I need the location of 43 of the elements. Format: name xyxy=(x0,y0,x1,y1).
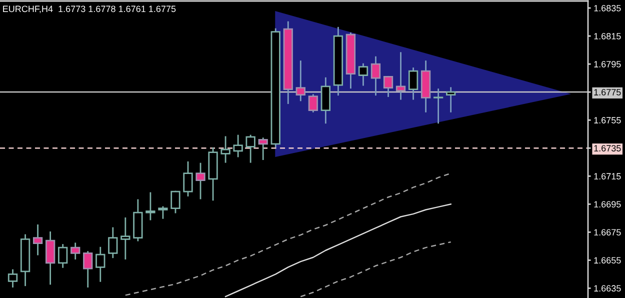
candlestick xyxy=(396,52,406,100)
y-tick-label: 1.6635 xyxy=(594,285,621,292)
candlestick xyxy=(45,231,56,285)
candlestick xyxy=(108,227,118,258)
line-series xyxy=(224,204,452,298)
candlestick xyxy=(146,192,156,220)
candlestick xyxy=(120,217,130,260)
candlestick xyxy=(320,77,330,124)
candlestick xyxy=(233,134,243,158)
candlestick xyxy=(183,161,193,196)
line-series xyxy=(300,241,452,298)
candlestick xyxy=(296,60,306,102)
candlestick xyxy=(196,162,206,200)
y-tick-label: 1.6755 xyxy=(594,117,621,124)
candlestick xyxy=(258,138,268,160)
y-tick-label: 1.6735 xyxy=(594,145,621,152)
y-tick-label: 1.6655 xyxy=(594,257,621,264)
y-tick-label: 1.6835 xyxy=(594,4,621,12)
candlestick xyxy=(32,224,43,256)
candlestick xyxy=(58,244,68,268)
y-tick-label: 1.6695 xyxy=(594,201,621,208)
y-tick-label: 1.6775 xyxy=(594,89,621,96)
chart-title: EURCHF,H4 1.6773 1.6778 1.6761 1.6775 xyxy=(3,6,176,14)
candlestick xyxy=(433,88,444,124)
candlestick xyxy=(83,251,93,288)
candlestick xyxy=(96,246,106,282)
candlestick xyxy=(358,63,368,86)
y-tick-label: 1.6795 xyxy=(594,61,621,68)
candlestick xyxy=(408,68,418,100)
candlestick xyxy=(8,269,18,288)
y-tick-label: 1.6675 xyxy=(594,229,621,236)
y-tick-label: 1.6715 xyxy=(594,173,621,180)
candlestick xyxy=(158,206,168,219)
line-series xyxy=(124,172,452,296)
candlestick xyxy=(446,87,456,112)
candlestick xyxy=(170,190,180,214)
candlestick xyxy=(383,76,394,97)
candlestick xyxy=(70,242,80,260)
candlestick xyxy=(220,136,230,163)
y-tick-label: 1.6815 xyxy=(594,32,621,40)
candlestick xyxy=(370,56,381,96)
candlestick xyxy=(246,134,256,163)
candlestick xyxy=(308,94,318,112)
